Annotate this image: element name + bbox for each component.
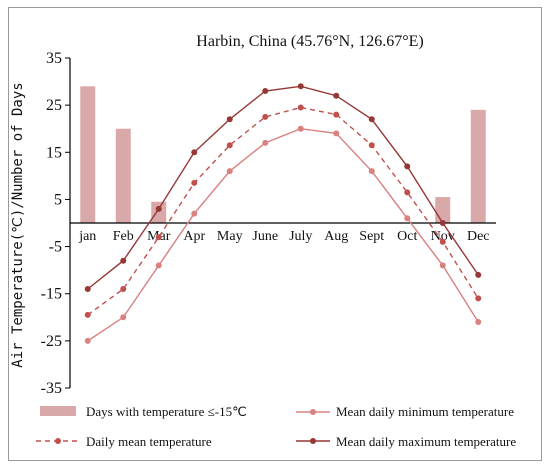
series-point (368, 142, 375, 149)
y-tick-label: 5 (54, 191, 62, 208)
x-tick-label: Dec (467, 229, 490, 244)
series-point (404, 189, 411, 196)
bar (80, 86, 96, 224)
y-tick-label: 35 (46, 50, 62, 67)
series-point (120, 286, 127, 292)
series-point (333, 130, 340, 137)
series-point (191, 210, 198, 217)
y-tick-label: -25 (41, 333, 62, 350)
legend-label: Mean daily maximum temperature (336, 434, 516, 449)
y-tick-label: 25 (46, 97, 62, 114)
y-tick-label: -35 (41, 380, 62, 397)
chart-frame (8, 7, 542, 461)
bar (115, 128, 131, 223)
x-tick-label: June (252, 229, 278, 244)
bar (151, 201, 167, 223)
x-tick-label: July (289, 229, 312, 244)
y-axis-label: Air Temperature(℃)/Number of Days (10, 82, 26, 367)
legend-point-swatch (55, 438, 61, 444)
series-point (368, 168, 375, 175)
series-point (404, 163, 411, 170)
legend-label: Daily mean temperature (86, 434, 212, 449)
legend-point-swatch (310, 409, 316, 415)
series-line (87, 85, 479, 290)
series-point (191, 149, 198, 156)
series-point (439, 220, 446, 226)
legend-label: Mean daily minimum temperature (336, 404, 514, 419)
y-tick-label: 15 (46, 144, 62, 161)
series-point (297, 125, 304, 132)
legend-label: Days with temperature ≤-15℃ (86, 404, 247, 419)
legend-bar-swatch (40, 406, 76, 416)
series-point (439, 262, 446, 269)
series-point (84, 311, 91, 318)
series-point (475, 271, 482, 278)
series-point (155, 205, 162, 212)
series-point (155, 234, 162, 241)
series-point (226, 168, 233, 175)
series-point (297, 104, 304, 111)
series-point (262, 113, 269, 120)
lines-layer (84, 83, 482, 344)
series-point (262, 88, 269, 94)
series-point (155, 262, 162, 269)
series-point (262, 139, 269, 146)
series-point (120, 314, 127, 321)
x-tick-label: Aug (324, 229, 348, 244)
series-point (475, 319, 482, 325)
x-tick-label: Sept (359, 229, 384, 244)
x-tick-label: Feb (113, 229, 134, 244)
legend: Days with temperature ≤-15℃ Daily mean te… (36, 404, 516, 449)
series-point (84, 286, 91, 292)
series-point (475, 295, 482, 302)
series-point (439, 238, 446, 245)
series-point (226, 116, 233, 123)
series-point (226, 142, 233, 149)
x-tick-label: jan (78, 229, 96, 244)
series-line (87, 127, 479, 342)
y-tick-label: -15 (41, 286, 62, 303)
bar (470, 109, 486, 223)
series-point (333, 111, 340, 118)
series-point (368, 116, 375, 123)
series-point (333, 92, 340, 99)
series-point (120, 257, 127, 264)
bar (435, 197, 451, 223)
series-point (404, 215, 411, 222)
axes: 3525155-5-15-25-35janFebMarAprMayJuneJul… (41, 50, 496, 397)
series-point (84, 337, 91, 344)
x-tick-label: Apr (183, 229, 205, 244)
x-tick-label: May (217, 229, 243, 244)
series-point (297, 83, 304, 90)
chart-title: Harbin, China (45.76°N, 126.67°E) (196, 33, 423, 50)
x-tick-label: Oct (397, 229, 417, 244)
series-point (191, 179, 198, 186)
bars-layer (80, 86, 486, 224)
y-tick-label: -5 (49, 239, 62, 256)
legend-point-swatch (310, 438, 316, 444)
